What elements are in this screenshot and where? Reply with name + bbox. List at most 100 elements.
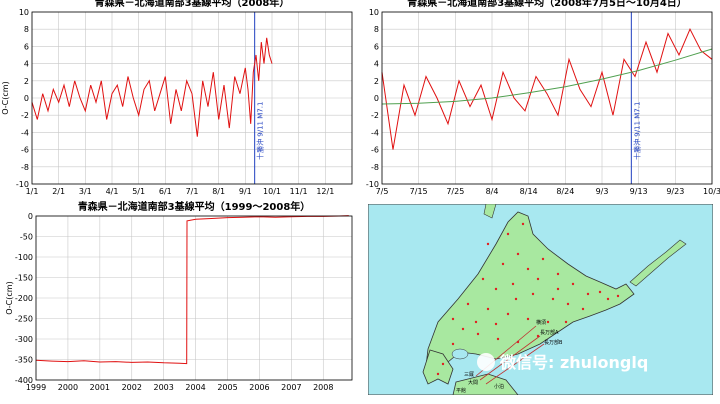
x-tick-label: 11/1 (290, 187, 308, 196)
x-tick-label: 8/4 (486, 187, 499, 196)
x-tick-label: 8/24 (556, 187, 574, 196)
gps-station-dot (521, 222, 525, 226)
x-tick-label: 10/1 (263, 187, 281, 196)
plot-frame (381, 11, 713, 185)
event-label: 十勝沖 9/11 M7.1 (632, 102, 641, 160)
hokkaido-map: 横須 長万部A 長万部B 三厩 大間 小泊 平館 微信号: zhulonglq (367, 203, 714, 396)
gps-station-dot (541, 257, 545, 261)
y-tick-label: -2 (21, 111, 29, 120)
series-line-1 (381, 48, 713, 105)
series-line-0 (31, 37, 273, 137)
x-tick-label: 10/3 (703, 187, 720, 196)
gps-station-dot (516, 252, 520, 256)
y-tick-label: -100 (15, 253, 33, 262)
y-tick-label: -4 (371, 128, 379, 137)
x-tick-label: 7/1 (186, 187, 199, 196)
kuril-islands (629, 239, 687, 287)
x-tick-label: 6/1 (159, 187, 172, 196)
y-tick-label: 4 (24, 60, 29, 69)
plot-frame (31, 11, 353, 185)
aomori-land (452, 373, 519, 396)
y-tick-label: -10 (16, 180, 29, 189)
y-tick-label: -6 (371, 146, 379, 155)
y-tick-label: -8 (371, 163, 379, 172)
gps-station-dot (536, 277, 540, 281)
series-line-0 (381, 28, 713, 150)
oshima-peninsula (422, 349, 454, 385)
map-label-5: 大間 (468, 379, 478, 386)
x-tick-label: 1999 (26, 383, 46, 392)
y-tick-label: -400 (15, 376, 33, 385)
gps-station-dot (476, 332, 480, 336)
gps-station-dot (531, 292, 535, 296)
gps-station-dot (546, 320, 550, 324)
chart-2008-jul-oct: 青森県－北海道南部3基線平均（2008年7月5日～10月4日） 10 8 6 4 2 0 -2… (351, 0, 720, 200)
x-tick-label: 2004 (185, 383, 205, 392)
chart-title: 青森県－北海道南部3基線平均（1999～2008年） (78, 200, 311, 213)
gps-station-dot (494, 287, 498, 291)
gps-station-dot (474, 320, 478, 324)
y-tick-label: 0 (28, 212, 33, 221)
y-tick-label: 6 (24, 42, 29, 51)
lake (451, 348, 469, 360)
x-tick-label: 2008 (313, 383, 333, 392)
chart-1999-2008: 青森県－北海道南部3基線平均（1999～2008年） 0 -50 -100 -150 -2… (0, 200, 360, 400)
gps-station-dot (436, 372, 440, 376)
baseline-3 (485, 343, 545, 385)
y-tick-label: -200 (15, 294, 33, 303)
y-tick-label: 8 (24, 25, 29, 34)
gps-station-dot (486, 307, 490, 311)
y-tick-label: 10 (369, 8, 379, 17)
hokkaido-land (425, 211, 635, 373)
x-tick-label: 12/1 (316, 187, 334, 196)
gps-station-dot (556, 287, 560, 291)
chart-2008-annual-svg: 青森県－北海道南部3基線平均（2008年）1086420-2-4-6-8-101… (1, 0, 353, 196)
y-tick-label: -2 (371, 111, 379, 120)
y-tick-label: 8 (374, 25, 379, 34)
x-tick-label: 7/5 (376, 187, 389, 196)
y-tick-label: -8 (21, 163, 29, 172)
baseline-2 (479, 335, 541, 381)
gps-station-dot (511, 282, 515, 286)
x-tick-label: 2000 (58, 383, 78, 392)
chart-title: 青森県－北海道南部3基線平均（2008年7月5日～10月4日） (407, 0, 687, 9)
y-tick-label: -50 (20, 233, 33, 242)
map-label-6: 小泊 (494, 383, 504, 390)
gps-station-dot (616, 294, 620, 298)
x-tick-label: 7/15 (410, 187, 428, 196)
gps-station-dot (598, 290, 602, 294)
y-tick-label: 10 (19, 8, 29, 17)
gps-station-dot (526, 267, 530, 271)
x-tick-label: 2003 (153, 383, 173, 392)
gps-station-dot (501, 262, 505, 266)
x-tick-label: 7/25 (446, 187, 464, 196)
chart-title: 青森県－北海道南部3基線平均（2008年） (95, 0, 290, 9)
y-tick-label: -6 (21, 146, 29, 155)
gps-station-dot (486, 242, 490, 246)
x-tick-label: 9/13 (630, 187, 648, 196)
y-tick-label: -300 (15, 335, 33, 344)
gps-station-dot (586, 292, 590, 296)
x-tick-label: 2007 (281, 383, 301, 392)
event-label: 十勝沖 9/11 M7.1 (256, 102, 265, 160)
x-tick-label: 5/1 (132, 187, 145, 196)
gps-station-dot (564, 320, 568, 324)
gps-station-dot (606, 297, 610, 301)
x-tick-label: 8/1 (212, 187, 225, 196)
watermark: 微信号: zhulonglq (499, 353, 648, 372)
gps-station-dot (514, 297, 518, 301)
gps-station-dot (506, 312, 510, 316)
map-label-1: 横須 (536, 319, 546, 326)
gps-station-dot (526, 317, 530, 321)
y-tick-label: 6 (374, 42, 379, 51)
chart-2008-annual: 青森県－北海道南部3基線平均（2008年） 10 8 6 4 2 0 -2 -4 -6 -8 -10 1… (0, 0, 360, 200)
gps-station-dot (466, 302, 470, 306)
x-tick-label: 9/3 (596, 187, 609, 196)
sakhalin-tip (483, 203, 497, 219)
y-tick-label: 2 (24, 77, 29, 86)
gps-station-dot (581, 307, 585, 311)
x-tick-label: 1/1 (26, 187, 39, 196)
x-tick-label: 2006 (249, 383, 269, 392)
gps-station-dot (451, 317, 455, 321)
y-tick-label: 2 (374, 77, 379, 86)
